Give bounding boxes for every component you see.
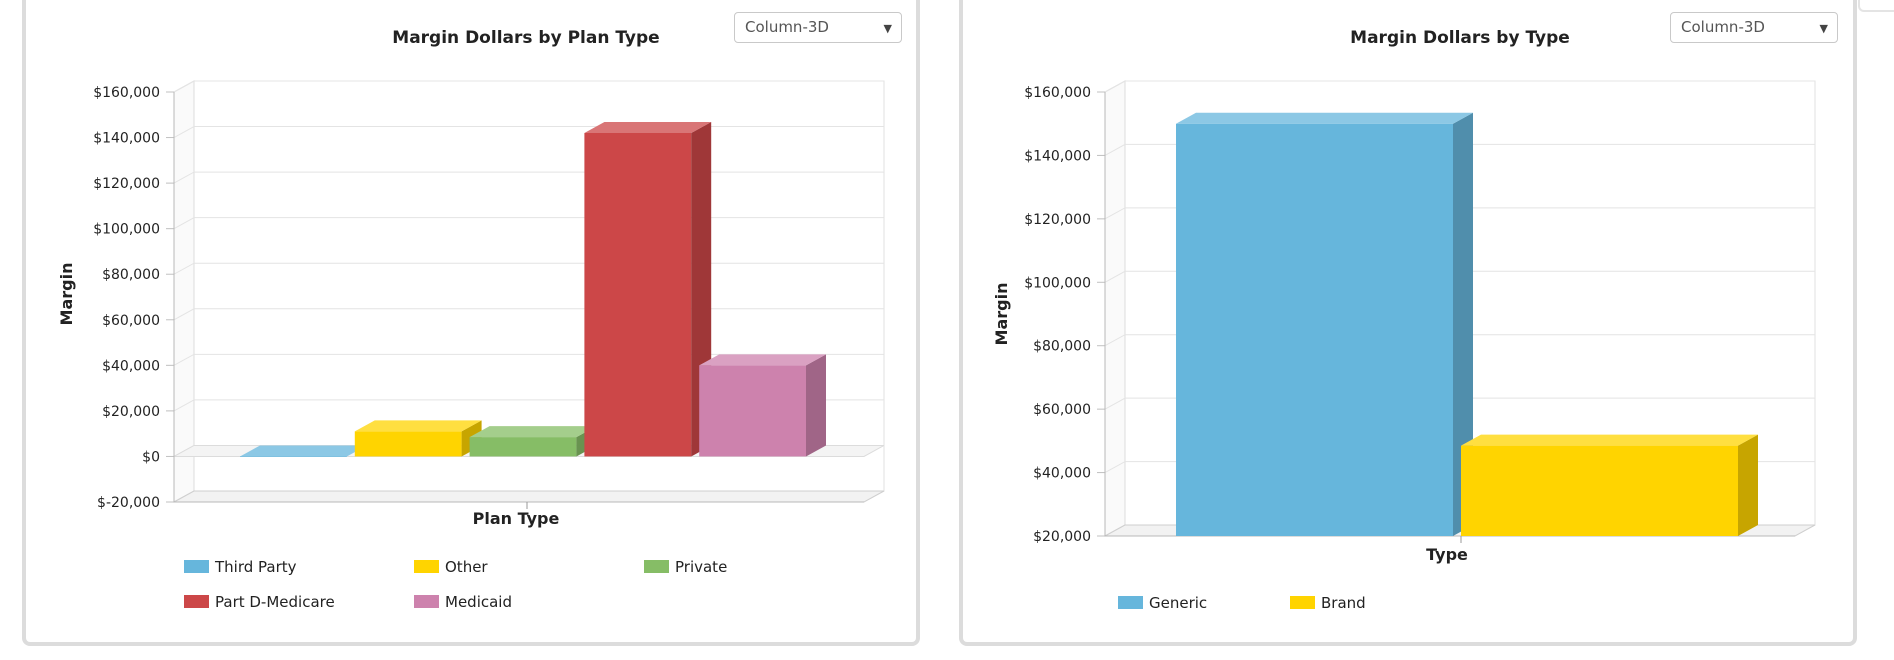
legend-swatch bbox=[184, 560, 209, 573]
y-tick-label: $-20,000 bbox=[97, 495, 160, 511]
y-tick-label: $140,000 bbox=[93, 131, 160, 147]
chart-panel-plan-type: Margin Dollars by Plan Type $-20,000 $0 $20… bbox=[22, 0, 920, 646]
legend-item-generic: Generic bbox=[1118, 594, 1207, 612]
legend-swatch bbox=[184, 595, 209, 608]
gridline bbox=[1104, 207, 1815, 220]
legend-item-medicaid: Medicaid bbox=[414, 593, 512, 611]
bar-front bbox=[584, 133, 692, 457]
legend-swatch bbox=[1118, 596, 1143, 609]
legend-swatch bbox=[1290, 596, 1315, 609]
legend-item-third-party: Third Party bbox=[184, 558, 297, 576]
y-tick-label: $160,000 bbox=[1024, 85, 1091, 101]
legend-label: Other bbox=[445, 558, 488, 576]
plot-floor bbox=[173, 490, 885, 503]
type-chart: Margin Dollars by Type $20,000 $40,000 $60,… bbox=[992, 28, 1816, 612]
bar-front bbox=[1461, 445, 1738, 536]
bar-private bbox=[469, 426, 597, 457]
legend-swatch bbox=[414, 560, 439, 573]
bar-top bbox=[240, 445, 367, 457]
bar-other bbox=[354, 420, 482, 457]
y-tick-label: $20,000 bbox=[102, 404, 160, 420]
legend-item-private: Private bbox=[644, 558, 727, 576]
legend-label: Third Party bbox=[214, 558, 297, 576]
legend-label: Private bbox=[675, 558, 727, 576]
x-axis-label: Plan Type bbox=[473, 509, 560, 528]
bar-top bbox=[584, 122, 712, 133]
y-tick-label: $40,000 bbox=[1033, 466, 1091, 482]
bar-top bbox=[1461, 434, 1758, 446]
y-tick-label: $120,000 bbox=[93, 176, 160, 192]
bar-brand bbox=[1461, 434, 1758, 536]
plot-side-wall bbox=[173, 80, 195, 503]
y-tick-label: $60,000 bbox=[102, 313, 160, 329]
chart-type-select-left-value: Column-3D bbox=[745, 18, 829, 36]
gridline bbox=[1104, 270, 1815, 283]
chart-title: Margin Dollars by Plan Type bbox=[392, 28, 659, 48]
x-axis-label: Type bbox=[1426, 545, 1468, 564]
legend-label: Generic bbox=[1149, 594, 1207, 612]
bar-front bbox=[1176, 123, 1453, 536]
bar-side bbox=[1453, 112, 1473, 536]
y-axis-label: Margin bbox=[992, 283, 1011, 346]
gridline bbox=[1104, 397, 1815, 410]
bar-front bbox=[469, 437, 577, 457]
bar-part-d-medicare bbox=[584, 122, 712, 457]
y-axis-label: Margin bbox=[57, 263, 76, 326]
bar-top bbox=[469, 426, 597, 438]
chart-type-select-left[interactable]: Column-3D ▼ bbox=[734, 12, 902, 43]
gridline bbox=[1104, 143, 1815, 156]
gridline bbox=[173, 80, 884, 93]
y-tick-label: $0 bbox=[142, 449, 160, 465]
bar-top bbox=[699, 354, 826, 366]
legend-item-part-d-medicare: Part D-Medicare bbox=[184, 593, 335, 611]
y-tick-label: $120,000 bbox=[1024, 212, 1091, 228]
y-tick-label: $100,000 bbox=[1024, 275, 1091, 291]
bar-front bbox=[240, 456, 347, 457]
chart-title: Margin Dollars by Type bbox=[1350, 28, 1570, 48]
y-tick-label: $80,000 bbox=[1033, 339, 1091, 355]
y-tick-label: $60,000 bbox=[1033, 402, 1091, 418]
legend-label: Part D-Medicare bbox=[215, 593, 335, 611]
legend-swatch bbox=[414, 595, 439, 608]
plan-type-chart: Margin Dollars by Plan Type $-20,000 $0 $20… bbox=[57, 28, 885, 611]
chart-panel-type: Margin Dollars by Type $20,000 $40,000 $60,… bbox=[959, 0, 1857, 646]
y-tick-label: $40,000 bbox=[102, 358, 160, 374]
legend-label: Brand bbox=[1321, 594, 1366, 612]
y-tick-label: $20,000 bbox=[1033, 529, 1091, 545]
legend-swatch bbox=[644, 560, 669, 573]
bar-front bbox=[699, 365, 806, 457]
legend-label: Medicaid bbox=[445, 593, 512, 611]
y-tick-label: $140,000 bbox=[1024, 148, 1091, 164]
chevron-down-icon: ▼ bbox=[883, 22, 892, 35]
y-tick-label: $80,000 bbox=[102, 267, 160, 283]
plot-side-wall bbox=[1104, 80, 1126, 537]
adjacent-panel-edge bbox=[1858, 0, 1894, 12]
bar-front bbox=[354, 431, 462, 457]
legend-item-brand: Brand bbox=[1290, 594, 1366, 612]
bar-side bbox=[806, 354, 826, 457]
chevron-down-icon: ▼ bbox=[1819, 22, 1828, 35]
y-tick-label: $100,000 bbox=[93, 222, 160, 238]
chart-type-select-right[interactable]: Column-3D ▼ bbox=[1670, 12, 1838, 43]
bar-third-party bbox=[240, 445, 367, 457]
legend-item-other: Other bbox=[414, 558, 488, 576]
gridline bbox=[1104, 334, 1815, 347]
bar-side bbox=[1738, 434, 1758, 536]
chart-type-select-right-value: Column-3D bbox=[1681, 18, 1765, 36]
bar-top bbox=[1176, 112, 1473, 124]
bar-top bbox=[354, 420, 482, 432]
y-tick-label: $160,000 bbox=[93, 85, 160, 101]
gridline bbox=[1104, 80, 1815, 93]
bar-medicaid bbox=[699, 354, 826, 457]
bar-generic bbox=[1176, 112, 1473, 536]
